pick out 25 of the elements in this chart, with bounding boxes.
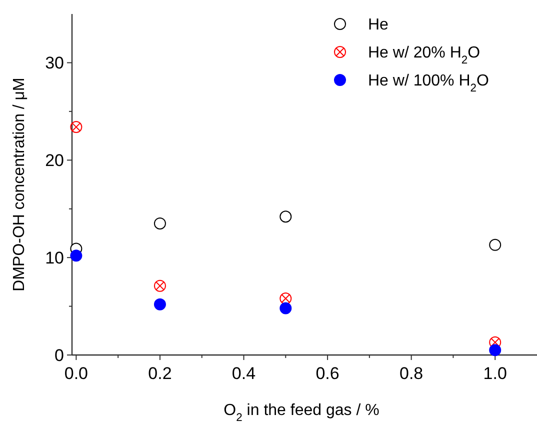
x-tick-label: 1.0: [483, 364, 507, 383]
point: [280, 292, 292, 304]
y-tick-label: 30: [45, 54, 64, 73]
x-tick-label: 0.4: [232, 364, 256, 383]
y-tick-label: 20: [45, 151, 64, 170]
x-axis-title: O$_{2}$ in the feed gas / %: [224, 402, 380, 423]
x-tick-label: 0.2: [148, 364, 172, 383]
y-tick-label: 0: [54, 346, 64, 365]
point: [70, 121, 82, 134]
point: [489, 238, 502, 251]
x-tick-label: 0.0: [64, 364, 88, 383]
point: [154, 298, 166, 310]
point: [280, 210, 292, 223]
legend-label: He w/ 100% H$_{2}$O: [368, 72, 489, 95]
legend-label: He w/ 20% H$_{2}$O: [368, 44, 480, 67]
legend-label: He: [368, 16, 389, 34]
y-axis-title: DMPO-OH concentration / μM: [11, 78, 28, 292]
x-tick-label: 0.6: [316, 364, 340, 383]
point: [154, 217, 166, 230]
point: [70, 250, 82, 262]
x-tick-label: 0.8: [400, 364, 424, 383]
point: [280, 302, 292, 314]
point: [154, 280, 166, 292]
point: [489, 344, 502, 356]
y-tick-label: 10: [45, 248, 64, 268]
